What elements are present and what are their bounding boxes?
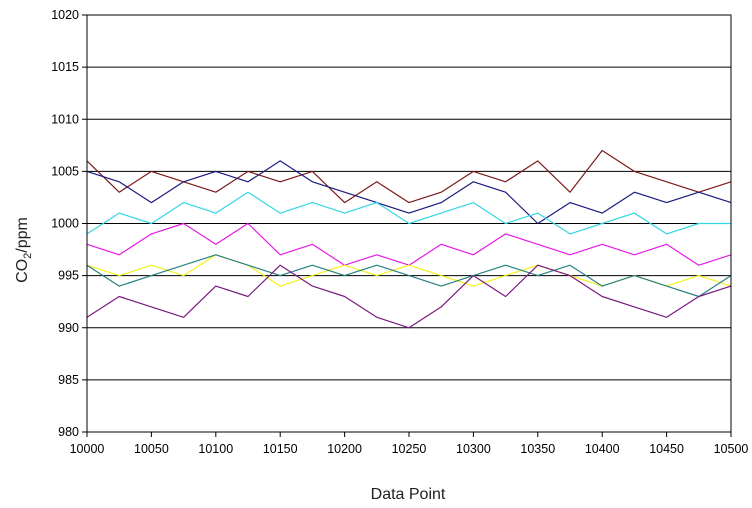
y-tick-label: 985 — [58, 373, 79, 387]
x-axis-ticks: 10000 10050 10100 10150 10200 10250 10300 10350… — [70, 432, 749, 456]
y-tick-label: 1020 — [51, 8, 79, 22]
x-tick-label: 10250 — [392, 442, 427, 456]
x-tick-label: 10350 — [520, 442, 555, 456]
series-line-3 — [86, 191, 731, 235]
x-tick-label: 10050 — [134, 442, 169, 456]
series-line-7 — [86, 264, 732, 329]
x-axis-label: Data Point — [371, 486, 446, 503]
y-tick-label: 980 — [58, 425, 79, 439]
series-line-4 — [86, 222, 732, 266]
x-tick-label: 10500 — [714, 442, 749, 456]
x-tick-label: 10300 — [456, 442, 491, 456]
x-tick-label: 10150 — [263, 442, 298, 456]
series-lines — [86, 149, 732, 329]
x-tick-label: 10200 — [327, 442, 362, 456]
y-tick-label: 1005 — [51, 164, 79, 178]
y-tick-label: 995 — [58, 269, 79, 283]
y-axis-label-main: CO — [14, 259, 31, 283]
y-tick-label: 1000 — [51, 217, 79, 231]
y-axis-ticks: 980 985 990 995 1000 1005 1010 1015 1020 — [51, 8, 87, 439]
x-tick-label: 10400 — [585, 442, 620, 456]
y-axis-label: CO2/ppm — [14, 217, 34, 283]
y-tick-label: 1015 — [51, 60, 79, 74]
y-tick-label: 1010 — [51, 112, 79, 126]
series-line-5 — [86, 254, 732, 287]
y-tick-label: 990 — [58, 321, 79, 335]
series-line-2 — [86, 160, 732, 225]
x-tick-label: 10000 — [70, 442, 105, 456]
x-tick-label: 10450 — [649, 442, 684, 456]
x-tick-label: 10100 — [198, 442, 233, 456]
series-line-6 — [86, 254, 732, 298]
series-line-1 — [86, 149, 732, 204]
y-axis-label-subscript: 2 — [22, 253, 34, 259]
y-axis-label-unit: /ppm — [14, 217, 31, 253]
